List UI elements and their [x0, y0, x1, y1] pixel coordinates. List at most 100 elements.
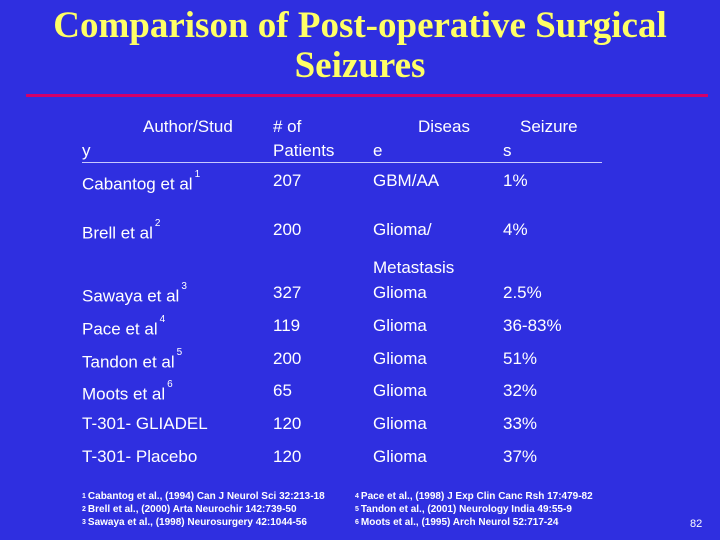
reference-marker: 1 — [194, 169, 201, 180]
row-seizures: 32% — [503, 380, 537, 402]
row-seizures-text: 36-83% — [503, 316, 562, 335]
row-disease: GBM/AA — [373, 170, 439, 192]
row-seizures: 36-83% — [503, 315, 562, 337]
title-line-1: Comparison of Post-operative Surgical — [53, 5, 667, 46]
row-seizures: 51% — [503, 348, 537, 370]
row-seizures-text: 1% — [503, 171, 528, 190]
footnote: 4 Pace et al., (1998) J Exp Clin Canc Rsh… — [355, 490, 593, 503]
row-author-text: Pace et al — [82, 319, 158, 339]
row-author-text: T-301- Placebo — [82, 447, 198, 466]
footnote-text: Pace et al., (1998) J Exp Clin Canc Rsh … — [360, 491, 593, 502]
footnote: 3 Sawaya et al., (1998) Neurosurgery 42:1… — [82, 516, 307, 529]
row-author-text: Tandon et al — [82, 352, 175, 372]
row-disease-text: Glioma — [373, 447, 427, 466]
row-disease: Glioma — [373, 315, 427, 337]
row-patients: 200 — [273, 348, 301, 370]
footnote-number: 4 — [355, 493, 359, 500]
header-author-line1: Author/Stud — [143, 117, 233, 136]
reference-marker: 5 — [176, 347, 183, 358]
row-patients: 327 — [273, 282, 301, 304]
header-disease-line2: e — [373, 141, 383, 160]
row-author: Moots et al6 — [82, 379, 173, 406]
row-disease: Glioma — [373, 413, 427, 435]
row-author: Sawaya et al3 — [82, 281, 187, 308]
page-number: 82 — [690, 518, 703, 530]
row-disease-text: Glioma — [373, 349, 427, 368]
row-patients-text: 120 — [273, 447, 302, 466]
row-author-text: Sawaya et al — [82, 286, 180, 306]
row-author-text: T-301- GLIADEL — [82, 414, 208, 433]
row-patients: 65 — [273, 380, 292, 402]
footnote-text: Tandon et al., (2001) Neurology India 49… — [360, 504, 572, 515]
row-seizures: 33% — [503, 413, 537, 435]
footnote: 5 Tandon et al., (2001) Neurology India 4… — [355, 503, 572, 516]
footnote-number: 3 — [82, 519, 86, 526]
row-seizures: 4% — [503, 219, 528, 241]
row-author: Pace et al4 — [82, 314, 166, 341]
row-patients-text: 119 — [273, 316, 301, 335]
reference-marker: 6 — [167, 379, 173, 390]
footnote-number: 1 — [82, 493, 86, 500]
row-patients-text: 200 — [273, 349, 302, 368]
row-patients: 200 — [273, 219, 301, 241]
row-author: T-301- GLIADEL — [82, 413, 208, 435]
title-divider — [26, 94, 708, 97]
row-seizures-text: 4% — [503, 220, 528, 239]
row-seizures: 2.5% — [503, 282, 542, 304]
row-disease: Glioma/ — [373, 219, 432, 241]
row-seizures-text: 32% — [503, 381, 538, 400]
row-author-text: Cabantog et al — [82, 174, 193, 194]
row-disease-text: Glioma — [373, 283, 427, 302]
row-disease: Glioma — [373, 348, 427, 370]
row-patients-text: 65 — [273, 381, 292, 400]
row-patients: 207 — [273, 170, 301, 192]
row-seizures-text: 33% — [503, 414, 538, 433]
footnote-text: Cabantog et al., (1994) Can J Neurol Sci… — [87, 491, 325, 502]
row-patients-text: 200 — [273, 220, 302, 239]
footnote-number: 6 — [355, 519, 359, 526]
row-disease-text: Glioma — [373, 414, 427, 433]
row-disease: Glioma — [373, 380, 427, 402]
footnote-text: Moots et al., (1995) Arch Neurol 52:717-… — [360, 517, 559, 528]
row-author-text: Brell et al — [82, 223, 153, 243]
row-patients-text: 207 — [273, 171, 302, 190]
row-seizures-text: 2.5% — [503, 283, 542, 302]
footnote-text: Sawaya et al., (1998) Neurosurgery 42:10… — [87, 517, 307, 528]
row-disease-text: GBM/AA — [373, 171, 440, 190]
row-disease: Glioma — [373, 282, 427, 304]
slide-title: Comparison of Post-operative Surgical Se… — [0, 6, 720, 86]
row-disease-text: Glioma — [373, 381, 427, 400]
header-seizures-line1: Seizure — [520, 117, 578, 136]
row-patients: 119 — [273, 315, 300, 337]
row-author: Brell et al2 — [82, 218, 161, 245]
footnote: 2 Brell et al., (2000) Arta Neurochir 142… — [82, 503, 297, 516]
title-line-2: Seizures — [294, 45, 426, 86]
header-patients-line1: # of — [273, 117, 302, 136]
row-patients: 120 — [273, 413, 301, 435]
row-disease-text: Glioma/ — [373, 220, 432, 239]
reference-marker: 4 — [159, 314, 166, 325]
row-patients-text: 327 — [273, 283, 302, 302]
row-seizures: 1% — [503, 170, 528, 192]
row-seizures: 37% — [503, 446, 537, 468]
reference-marker: 2 — [154, 218, 161, 229]
reference-marker: 3 — [181, 281, 187, 292]
footnote-number: 5 — [355, 506, 359, 513]
row-disease: Glioma — [373, 446, 427, 468]
row-seizures-text: 51% — [503, 349, 538, 368]
header-author-line2: y — [82, 141, 91, 160]
row-disease-continued: Metastasis — [373, 258, 455, 277]
header-patients-line2: Patients — [273, 141, 335, 160]
row-author: T-301- Placebo — [82, 446, 197, 468]
row-author: Cabantog et al1 — [82, 169, 201, 196]
footnote: 1 Cabantog et al., (1994) Can J Neurol Sc… — [82, 490, 325, 503]
header-seizures-line2: s — [503, 141, 512, 160]
row-author-text: Moots et al — [82, 384, 166, 404]
footnote: 6 Moots et al., (1995) Arch Neurol 52:717… — [355, 516, 558, 529]
header-underline — [82, 162, 602, 163]
footnote-text: Brell et al., (2000) Arta Neurochir 142:… — [87, 504, 297, 515]
row-disease-text: Glioma — [373, 316, 427, 335]
footnote-number: 2 — [82, 506, 86, 513]
header-disease-line1: Diseas — [418, 117, 470, 136]
row-patients: 120 — [273, 446, 301, 468]
